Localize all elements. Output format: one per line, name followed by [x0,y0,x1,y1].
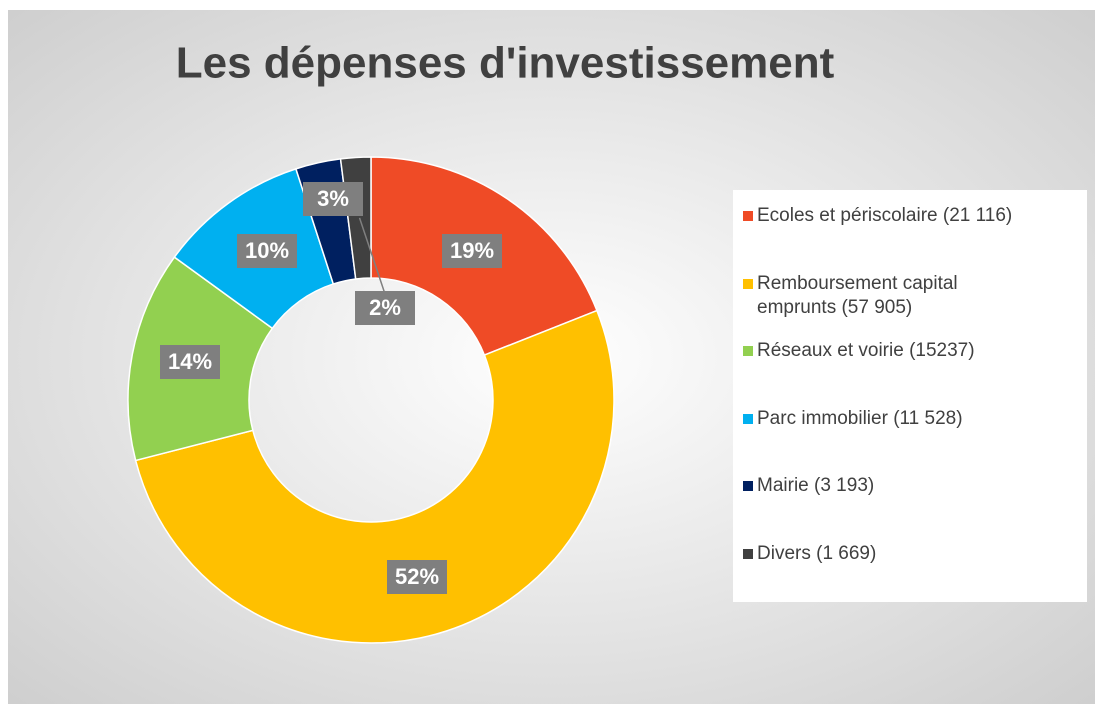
donut-slice [134,309,615,644]
legend-swatch [743,481,753,491]
data-label-box [237,234,297,268]
chart-title: Les dépenses d'investissement [176,39,835,88]
legend-label: Ecoles et périscolaire (21 116) [757,205,1013,226]
legend-label: Remboursement capital emprunts (57 905) [757,272,958,318]
data-label-box [355,291,415,325]
legend-label: Mairie (3 193) [757,475,875,496]
legend-swatch [743,548,753,559]
data-label: 3% [317,186,349,211]
data-label: 14% [168,349,212,374]
legend-swatch [743,211,753,221]
legend-item: Parc immobilier (11 528) [743,407,1077,475]
legend-item: Réseaux et voirie (15237) [743,339,1077,407]
data-label: 2% [369,295,401,320]
data-label-box [160,345,220,379]
data-label-box [442,234,502,268]
legend-swatch [743,413,753,424]
data-label: 52% [395,564,439,589]
legend-label: Parc immobilier (11 528) [757,407,963,429]
legend: Ecoles et périscolaire (21 116) Rembourse… [733,190,1087,602]
legend-swatch [743,346,753,356]
legend-label: Réseaux et voirie (15237) [757,340,975,361]
legend-item: Ecoles et périscolaire (21 116) [743,204,1077,272]
legend-item: Mairie (3 193) [743,474,1077,542]
data-label: 10% [245,238,289,263]
legend-item: Remboursement capital emprunts (57 905) [743,272,1077,340]
leader-line [358,217,386,295]
data-label-box [387,560,447,594]
legend-label: Divers (1 669) [757,542,877,564]
data-label: 19% [450,238,494,263]
legend-swatch [743,278,753,289]
legend-item: Divers (1 669) [743,542,1077,610]
data-label-box [303,182,363,216]
